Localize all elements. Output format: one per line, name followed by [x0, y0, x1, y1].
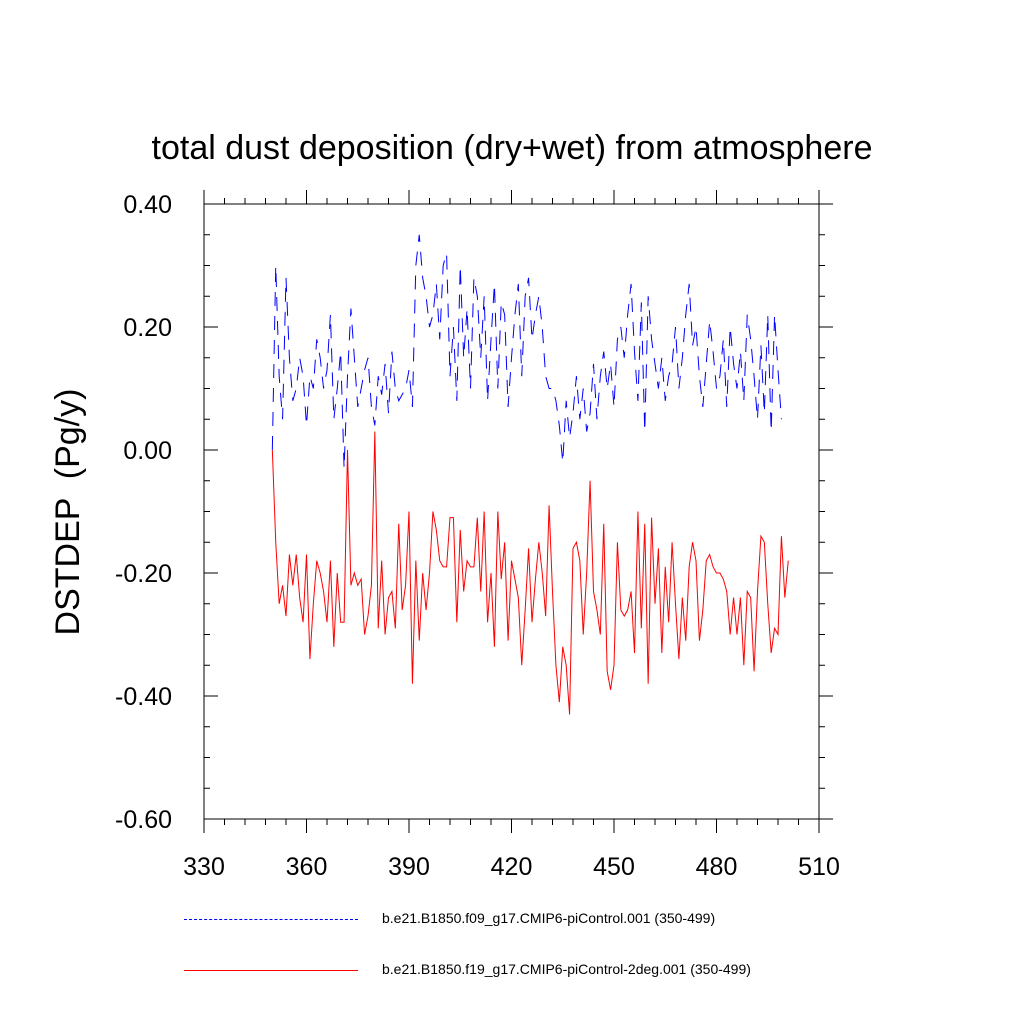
x-tick-label: 510: [798, 853, 840, 881]
legend: b.e21.B1850.f09_g17.CMIP6-piControl.001 …: [180, 900, 880, 1000]
plot-frame: [203, 203, 820, 820]
y-tick-label: 0.20: [123, 314, 172, 342]
axis-ticks: 330 360 390 420 450 480 510 0.40 0.20 0.00 -0.20 -0…: [115, 190, 840, 881]
legend-item-f09: b.e21.B1850.f09_g17.CMIP6-piControl.001 …: [180, 905, 880, 935]
legend-label-f19: b.e21.B1850.f19_g17.CMIP6-piControl-2deg…: [382, 961, 751, 977]
x-tick-label: 450: [593, 853, 635, 881]
y-tick-label: -0.40: [115, 683, 172, 711]
x-tick-label: 480: [696, 853, 738, 881]
legend-label-f09: b.e21.B1850.f09_g17.CMIP6-piControl.001 …: [382, 910, 716, 926]
y-tick-label: -0.20: [115, 560, 172, 588]
plot-area: [271, 234, 789, 715]
x-tick-label: 360: [286, 853, 328, 881]
chart-title: total dust deposition (dry+wet) from atm…: [151, 129, 873, 167]
x-tick-label: 420: [491, 853, 533, 881]
legend-swatch-solid-red: [184, 970, 358, 971]
legend-swatch-dashed-blue: [184, 919, 358, 920]
y-tick-label: 0.40: [123, 191, 172, 219]
series-line-0: [271, 234, 782, 469]
y-axis-label: DSTDEP (Pg/y): [49, 388, 87, 636]
series-line-1: [271, 431, 789, 715]
x-tick-label: 330: [183, 853, 225, 881]
legend-item-f19: b.e21.B1850.f19_g17.CMIP6-piControl-2deg…: [180, 956, 880, 986]
y-tick-label: -0.60: [115, 806, 172, 834]
x-tick-label: 390: [388, 853, 430, 881]
y-tick-label: 0.00: [123, 437, 172, 465]
